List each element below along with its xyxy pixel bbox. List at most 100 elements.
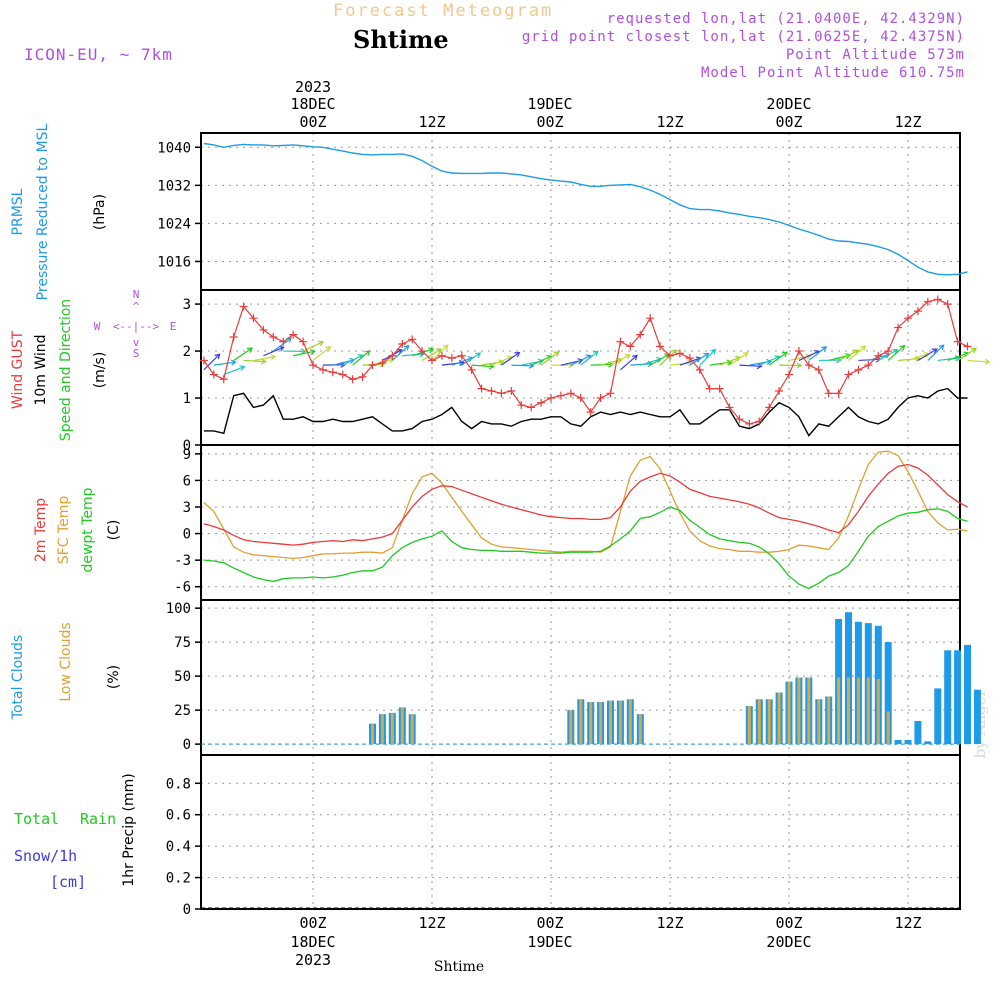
- total-clouds-bar: [894, 740, 902, 745]
- wind-gust-marker: [418, 347, 427, 356]
- temp-2m-label: 2m Temp: [33, 498, 49, 562]
- total-clouds-label: Total Clouds: [10, 635, 26, 720]
- wind-gust-marker: [884, 347, 893, 356]
- total-clouds-bar: [914, 721, 922, 745]
- wind-direction-arrowhead: [537, 358, 544, 365]
- bottom-hour-label-5: 12Z: [894, 914, 921, 932]
- wind-direction-arrow: [967, 359, 990, 363]
- wind-gust-marker: [428, 356, 436, 365]
- wind-gust-marker: [666, 351, 674, 360]
- wind-gust-marker: [745, 419, 754, 428]
- wind-gust-marker: [904, 314, 912, 323]
- wind-gust-marker: [517, 401, 526, 410]
- gridpoint-coords: grid point closest lon,lat (21.0625E, 42…: [522, 29, 965, 45]
- low-clouds-bar: [787, 681, 791, 745]
- wind-gust-marker: [894, 323, 903, 332]
- wind-direction-arrowhead: [458, 359, 465, 367]
- wind-gust-marker: [675, 349, 684, 358]
- wind-direction-arrow: [461, 352, 481, 366]
- wind-direction-arrow: [798, 350, 820, 361]
- wind-gust-marker: [963, 342, 972, 351]
- wind-gust-marker: [646, 314, 655, 323]
- wind-direction-arrow: [768, 351, 788, 366]
- wind-direction-arrowhead: [796, 362, 803, 369]
- low-clouds-bar: [866, 677, 870, 745]
- wind-gust-marker: [953, 337, 962, 346]
- wind-gust-marker: [537, 398, 546, 407]
- wind-direction-arrowhead: [938, 344, 945, 351]
- wind-gust-marker: [576, 394, 585, 403]
- wind-direction-arrowhead: [687, 360, 694, 367]
- wind-gust-marker: [487, 386, 496, 395]
- precip-ytick-label: 0.6: [166, 808, 191, 824]
- wind-gust-marker: [913, 307, 922, 316]
- wind-gust-marker: [249, 314, 258, 323]
- low-clouds-bar: [380, 714, 384, 745]
- wind-direction-arrow: [491, 356, 513, 366]
- wind-direction-arrowhead: [435, 348, 442, 354]
- compass-e: E: [170, 320, 177, 333]
- wind-ytick-label: 1: [183, 391, 191, 407]
- temp-labels: 2m Temp SFC Temp dewpt Temp (C): [33, 487, 122, 572]
- wind-gust-marker: [685, 354, 694, 363]
- wind-direction-arrowhead: [442, 344, 449, 351]
- wind-gust-marker: [566, 389, 575, 398]
- bottom-year-label: 2023: [295, 951, 331, 969]
- pressure-label-msl: Pressure Reduced to MSL: [35, 123, 51, 300]
- chart-title: Forecast Meteogram: [333, 1, 553, 21]
- wind-gust-marker: [705, 384, 714, 393]
- precip-frame: [200, 754, 961, 910]
- low-clouds-bar: [410, 714, 414, 745]
- requested-coords: requested lon,lat (21.0400E, 42.4329N): [607, 11, 965, 27]
- wind-direction-arrowhead: [821, 346, 828, 352]
- wind-direction-arrow: [570, 354, 591, 366]
- wind-gust-marker: [398, 340, 407, 349]
- wind-direction-arrowhead: [766, 358, 773, 366]
- precip-labels: Total Rain Snow/1h [cm] 1hr Precip (mm): [14, 773, 137, 891]
- wind-direction-arrow: [441, 361, 464, 366]
- compass-s: S: [133, 347, 140, 360]
- clouds-ytick-label: 75: [174, 635, 191, 651]
- top-hour-label-4: 00Z: [775, 113, 802, 131]
- wind-gust-marker: [785, 370, 793, 379]
- wind-direction-arrow: [580, 350, 599, 366]
- wind-gust-marker: [854, 365, 863, 374]
- bottom-hour-label-0: 00Z: [299, 914, 326, 932]
- wind-direction-arrow: [293, 350, 315, 357]
- wind-gust-marker: [943, 300, 952, 309]
- bottom-day-label-2: 19DEC: [527, 933, 572, 951]
- low-clouds-label: Low Clouds: [58, 622, 74, 701]
- wind-gust-marker: [775, 386, 784, 395]
- wind-direction-arrowhead: [592, 350, 599, 357]
- wind-direction-arrow: [640, 358, 662, 366]
- wind-gust-marker: [715, 384, 724, 393]
- wind-direction-arrowhead: [984, 358, 991, 365]
- pressure-line: [203, 142, 968, 276]
- low-clouds-bar: [638, 714, 642, 745]
- wind-direction-arrow: [352, 350, 370, 366]
- wind-direction-arrow: [729, 352, 749, 366]
- wind-gust-marker: [507, 386, 516, 395]
- wind-direction-arrow: [927, 344, 945, 361]
- wind-direction-arrowhead: [805, 353, 812, 360]
- precip-total-label: Total: [14, 810, 59, 828]
- wind-direction-arrow: [501, 352, 520, 366]
- wind-gust-marker: [259, 325, 268, 334]
- wind-direction-arrowhead: [577, 358, 584, 365]
- top-day-label-0: 18DEC: [290, 95, 335, 113]
- total-clouds-bar: [954, 650, 962, 745]
- precip-snow-unit: [cm]: [50, 873, 86, 891]
- wind-gust-marker: [874, 351, 883, 360]
- wind-gust-marker: [735, 415, 744, 424]
- low-clouds-bar: [886, 711, 890, 745]
- wind-gust-marker: [616, 337, 625, 346]
- wind-direction-arrow: [739, 364, 762, 367]
- total-clouds-bar: [884, 642, 892, 745]
- wind-gust-marker: [229, 332, 238, 341]
- point-altitude: Point Altitude 573m: [786, 47, 965, 63]
- bottom-hour-label-2: 00Z: [536, 914, 563, 932]
- wind-gust-marker: [219, 375, 228, 384]
- wind-direction-arrowhead: [270, 354, 277, 361]
- pressure-ytick-label: 1024: [157, 216, 191, 232]
